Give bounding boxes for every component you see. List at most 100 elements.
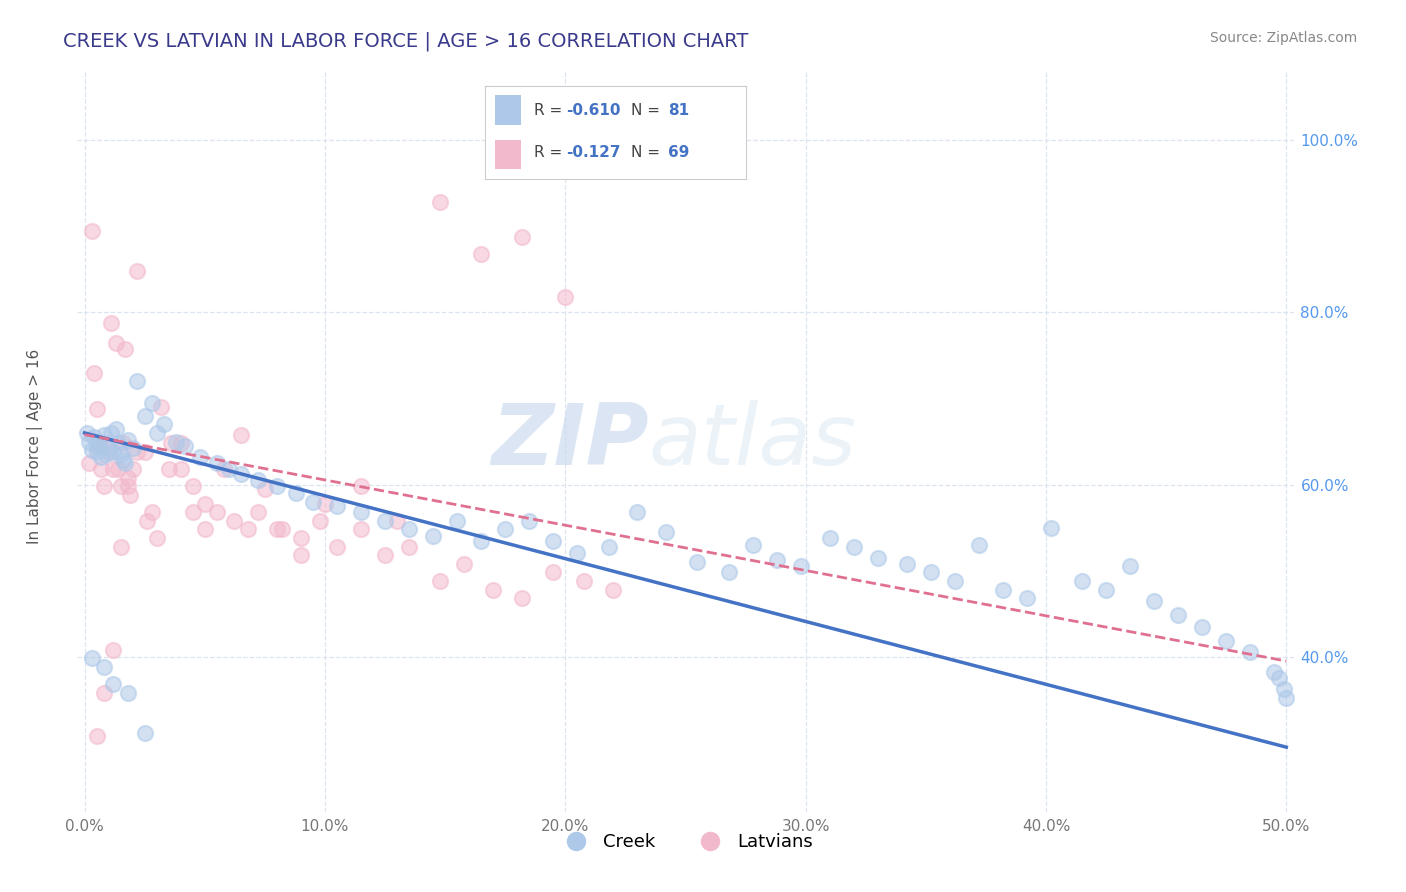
Point xyxy=(429,195,451,210)
Point xyxy=(482,582,505,597)
Point xyxy=(1071,574,1094,588)
Point xyxy=(141,396,163,410)
Point xyxy=(1275,691,1298,706)
Point xyxy=(309,514,332,528)
Point xyxy=(181,505,204,519)
Point xyxy=(93,479,115,493)
Point xyxy=(76,425,98,440)
Point xyxy=(314,496,336,510)
Point xyxy=(120,488,142,502)
Point xyxy=(1143,594,1166,608)
Point xyxy=(188,450,211,464)
Point xyxy=(107,462,129,476)
Point xyxy=(967,538,990,552)
Point xyxy=(103,462,125,476)
Point xyxy=(145,425,167,440)
Point xyxy=(90,462,112,476)
Point xyxy=(104,422,127,436)
Point xyxy=(100,316,122,330)
Point xyxy=(943,574,966,588)
Point xyxy=(170,436,193,450)
Point xyxy=(86,439,108,453)
Point xyxy=(717,566,740,580)
Point xyxy=(80,443,103,458)
Point xyxy=(350,479,373,493)
Point xyxy=(103,677,125,691)
Point xyxy=(350,505,373,519)
Point xyxy=(111,453,134,467)
Point xyxy=(470,247,492,261)
Point xyxy=(229,427,252,442)
Point xyxy=(100,425,122,440)
Point xyxy=(87,436,110,450)
Point xyxy=(896,557,918,571)
Point xyxy=(818,531,841,545)
Point xyxy=(121,462,143,476)
Point xyxy=(686,555,709,569)
Point xyxy=(429,574,451,588)
Text: In Labor Force | Age > 16: In Labor Force | Age > 16 xyxy=(27,349,44,543)
Point xyxy=(510,229,533,244)
Point xyxy=(93,686,115,700)
Point xyxy=(181,479,204,493)
Point xyxy=(117,686,139,700)
Point xyxy=(170,462,193,476)
Point xyxy=(103,445,125,459)
Point xyxy=(114,456,136,470)
Point xyxy=(598,540,620,554)
Point xyxy=(134,725,156,739)
Point xyxy=(212,462,235,476)
Point xyxy=(90,450,112,464)
Point xyxy=(110,447,132,461)
Point xyxy=(866,550,889,565)
Point xyxy=(422,529,444,543)
Point xyxy=(83,430,105,444)
Point xyxy=(83,366,105,380)
Point xyxy=(104,335,127,350)
Point xyxy=(97,445,120,459)
Point xyxy=(266,522,288,536)
Point xyxy=(350,522,373,536)
Point xyxy=(96,436,118,450)
Point xyxy=(107,436,129,450)
Point xyxy=(127,264,149,278)
Point xyxy=(574,574,596,588)
Point xyxy=(741,538,763,552)
Text: atlas: atlas xyxy=(650,400,856,483)
Point xyxy=(567,546,589,560)
Point xyxy=(1268,671,1291,685)
Point xyxy=(150,400,173,414)
Text: Source: ZipAtlas.com: Source: ZipAtlas.com xyxy=(1209,31,1357,45)
Point xyxy=(991,582,1014,597)
Point xyxy=(127,445,149,459)
Point xyxy=(1263,665,1285,680)
Point xyxy=(141,505,163,519)
Point xyxy=(385,514,408,528)
Point xyxy=(93,427,115,442)
Point xyxy=(602,582,624,597)
Point xyxy=(626,505,648,519)
Text: CREEK VS LATVIAN IN LABOR FORCE | AGE > 16 CORRELATION CHART: CREEK VS LATVIAN IN LABOR FORCE | AGE > … xyxy=(63,31,748,51)
Point xyxy=(80,651,103,665)
Point xyxy=(270,522,292,536)
Point xyxy=(374,548,396,562)
Point xyxy=(554,290,576,304)
Point xyxy=(517,514,540,528)
Point xyxy=(79,434,101,449)
Point xyxy=(290,548,312,562)
Point xyxy=(86,729,108,743)
Point xyxy=(96,447,118,461)
Point xyxy=(205,505,228,519)
Point xyxy=(117,479,139,493)
Point xyxy=(285,486,308,500)
Text: ZIP: ZIP xyxy=(491,400,650,483)
Point xyxy=(1039,521,1062,535)
Point xyxy=(1239,645,1261,659)
Point xyxy=(1167,608,1189,623)
Point xyxy=(446,514,468,528)
Point xyxy=(790,559,813,574)
Point xyxy=(145,531,167,545)
Point xyxy=(246,505,269,519)
Point xyxy=(117,471,139,485)
Point xyxy=(398,522,420,536)
